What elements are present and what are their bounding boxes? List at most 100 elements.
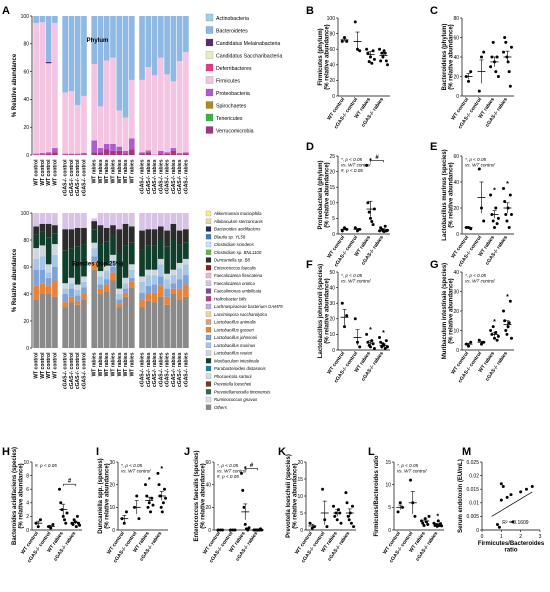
bar-others-top-4 [62,213,69,230]
bar-lactobacillus-reuteri-19 [164,273,170,280]
bar-lactobacillus-reuteri-17 [151,269,158,276]
y-axis-label-0: Prevotella loescheii (species) [286,454,292,538]
bar-muribaculum-intestinale-18 [157,240,164,259]
y-tick-label-0: 0 [476,528,479,534]
data-point-3-3 [159,505,163,509]
legend-label-lactobacillus-gasseri: Lactobacillus gasseri [214,327,255,332]
data-point-3-5 [161,501,165,505]
panel-label-f: F [306,259,313,271]
data-point-1-1 [480,342,483,346]
data-point-1-1 [480,55,483,59]
data-point-2-0 [365,47,369,51]
data-point-3-5 [507,226,511,229]
bar-firmicutes-14 [128,79,135,139]
bar-verrucomicrobia-4 [62,154,69,155]
y-tick-label-20: 20 [329,78,335,84]
data-point-2-4 [370,220,374,224]
data-point-1-2 [137,517,141,521]
bar-lactobacillus-johnsonii-22 [183,275,189,285]
bar-firmicutes-22 [183,52,189,153]
x-label-20: cGAS-/- rabies [171,159,177,194]
significance-star-3: * [160,466,163,473]
legend-label-spirochaetes: Spirochaetes [216,104,247,110]
annotation-0: *, p < 0.05 [217,463,239,468]
y-axis-label-0: Bacteroidetes (phylum) [442,24,448,91]
bar-proteobacteria-9 [97,148,104,153]
data-point-3-6 [508,299,512,303]
x-label-7: cGAS-/- control [81,352,87,389]
data-point-3-3 [505,332,509,336]
bar-lactobacillus-johnsonii-7 [81,287,87,294]
x-label-11: WT rabies [111,352,117,376]
x-label-2: WT control [46,352,52,379]
bar-firmicutes-10 [103,60,110,144]
legend-label-clostridium-scindens: Clostridium scindens [214,242,254,247]
y-tick-label-40: 40 [453,55,459,61]
bar-lactobacillus-gasseri-3 [52,280,58,297]
data-point-3-0 [378,229,382,233]
x-label-16: cGAS-/- rabies [146,159,152,194]
y-tick-label-100: 100 [21,14,30,20]
bar-proteobacteria-7 [81,152,87,155]
chart-annotation: Phylum [87,38,109,44]
y-tick-label-0: 0 [112,528,115,534]
y-tick-label-10: 10 [23,460,29,466]
x-tick-label-0: 0 [481,534,484,540]
bar-others-6 [74,304,81,348]
bar-lactobacillus-reuteri-22 [183,258,189,265]
bar-verrucomicrobia-9 [97,152,104,155]
x-label-9: WT rabies [98,159,104,183]
bar-lactobacillus-murinus-3 [52,254,58,267]
bar-others-top-17 [151,213,158,230]
y-tick-label-20: 20 [205,505,211,511]
data-point-2-6 [427,514,431,518]
data-point-3-7 [509,336,513,340]
bar-proteobacteria-20 [170,148,177,151]
x-label-5: cGAS-/- control [69,159,75,196]
y-tick-label-10: 10 [329,201,335,207]
bar-firmicutes-16 [145,67,152,151]
data-point-3-2 [346,514,350,518]
y-tick-label-0: 0 [456,232,459,238]
bar-lactobacillus-reuteri-21 [176,262,183,269]
data-point-2-2 [367,60,371,64]
bar-others-top-13 [122,213,129,224]
y-tick-label-0: 0 [26,528,29,534]
bar-muribaculum-intestinale-21 [176,244,183,263]
bar-firmicutes-3 [52,22,58,149]
bar-lactobacillus-reuteri-11 [110,254,116,261]
x-label-10: WT rabies [104,352,110,376]
bar-muribaculum-intestinale-19 [164,246,170,274]
x-label-6: cGAS-/- control [75,352,81,389]
legend-swatch-phocaeicola-sartorii [205,373,212,379]
bar-lactobacillus-reuteri-16 [145,269,152,276]
bar-firmicutes-11 [110,57,116,144]
bar-proteobacteria-6 [74,153,81,155]
bar-firmicutes-17 [151,75,158,155]
bar-others-18 [157,296,164,348]
bar-others-top-16 [145,213,152,230]
bar-verrucomicrobia-10 [103,149,110,155]
y-tick-label-0: 0 [332,94,335,100]
data-point-3-0 [502,50,506,54]
data-point-3-4 [382,49,386,53]
bar-others-top-22 [183,213,189,230]
bar-others-top-11 [110,213,116,226]
data-point-1-0 [321,487,325,491]
bar-lactobacillus-johnsonii-11 [110,267,116,273]
bar-lactobacillus-murinus-9 [97,276,104,285]
bar-lactobacillus-johnsonii-1 [39,269,46,284]
legend-swatch-bacteroides-acidifaciens [205,226,212,232]
bar-bacteroidetes-8 [91,16,98,64]
bar-lactobacillus-johnsonii-13 [122,288,129,293]
bar-lactobacillus-murinus-0 [33,258,39,270]
data-point-3-5 [507,70,511,74]
bar-bacteroidetes-20 [170,16,177,82]
bar-bacteroidetes-1 [39,16,46,23]
bar-others-16 [145,300,152,348]
x-label-15: cGAS-/- rabies [140,159,146,194]
bar-proteobacteria-22 [183,152,189,154]
bar-lactobacillus-johnsonii-5 [68,288,75,297]
bar-lactobacillus-murinus-7 [81,281,87,288]
bar-lactobacillus-murinus-18 [157,264,164,277]
